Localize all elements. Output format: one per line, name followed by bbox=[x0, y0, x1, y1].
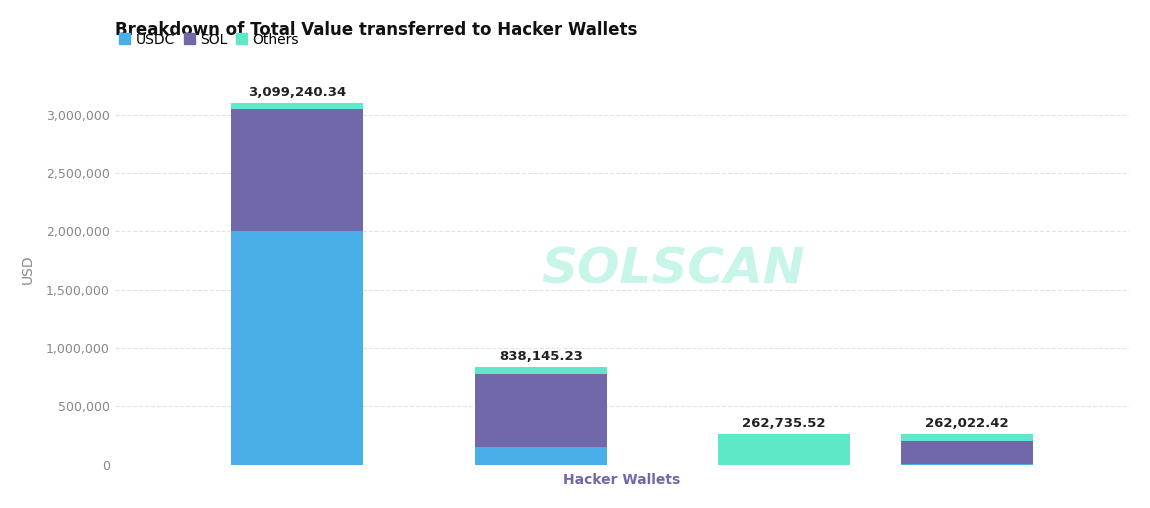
Bar bbox=[719, 434, 850, 465]
Text: SOLSCAN: SOLSCAN bbox=[540, 245, 805, 293]
Text: 262,022.42: 262,022.42 bbox=[925, 417, 1009, 430]
Y-axis label: USD: USD bbox=[21, 255, 34, 284]
Bar bbox=[231, 103, 363, 109]
Bar bbox=[475, 367, 607, 374]
Text: 3,099,240.34: 3,099,240.34 bbox=[248, 86, 346, 99]
Bar bbox=[900, 434, 1033, 441]
X-axis label: Hacker Wallets: Hacker Wallets bbox=[564, 473, 681, 487]
Bar bbox=[475, 448, 607, 465]
Text: Breakdown of Total Value transferred to Hacker Wallets: Breakdown of Total Value transferred to … bbox=[115, 21, 637, 39]
Text: 838,145.23: 838,145.23 bbox=[499, 350, 583, 363]
Bar bbox=[475, 374, 607, 448]
Text: 262,735.52: 262,735.52 bbox=[743, 417, 826, 430]
Legend: USDC, SOL, Others: USDC, SOL, Others bbox=[116, 30, 302, 49]
Bar bbox=[231, 231, 363, 465]
Bar bbox=[900, 441, 1033, 464]
Bar bbox=[231, 109, 363, 231]
